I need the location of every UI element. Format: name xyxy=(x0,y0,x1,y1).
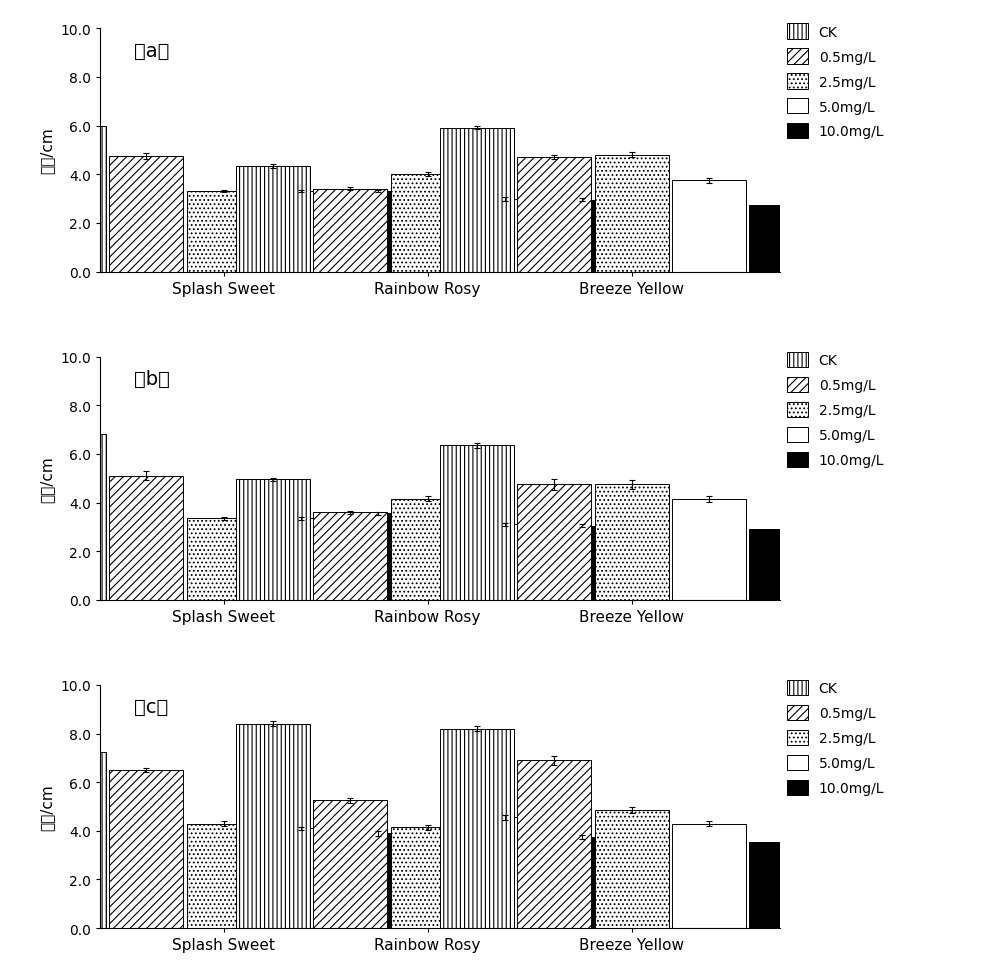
Bar xyxy=(545,837,619,928)
Bar xyxy=(468,818,542,928)
Bar xyxy=(341,192,415,273)
Bar xyxy=(440,729,514,928)
Text: （b）: （b） xyxy=(134,369,170,389)
Bar xyxy=(264,828,338,928)
Y-axis label: 根长/cm: 根长/cm xyxy=(40,127,55,174)
Bar xyxy=(672,824,746,928)
Bar xyxy=(313,513,387,600)
Bar xyxy=(517,760,591,928)
Bar xyxy=(391,828,465,928)
Bar xyxy=(264,519,338,600)
Text: （c）: （c） xyxy=(134,698,168,716)
Bar xyxy=(187,192,261,273)
Bar xyxy=(32,435,106,600)
Bar xyxy=(341,833,415,928)
Bar xyxy=(236,480,310,600)
Bar xyxy=(672,499,746,600)
Bar xyxy=(517,485,591,600)
Bar xyxy=(595,810,669,928)
Bar xyxy=(749,205,823,273)
Bar xyxy=(545,526,619,600)
Bar xyxy=(440,446,514,600)
Bar xyxy=(468,199,542,273)
Bar xyxy=(313,800,387,928)
Bar xyxy=(187,824,261,928)
Bar xyxy=(187,519,261,600)
Bar xyxy=(391,499,465,600)
Bar xyxy=(595,155,669,273)
Bar xyxy=(109,477,183,600)
Bar xyxy=(545,200,619,273)
Legend: CK, 0.5mg/L, 2.5mg/L, 5.0mg/L, 10.0mg/L: CK, 0.5mg/L, 2.5mg/L, 5.0mg/L, 10.0mg/L xyxy=(787,680,884,795)
Bar xyxy=(749,842,823,928)
Legend: CK, 0.5mg/L, 2.5mg/L, 5.0mg/L, 10.0mg/L: CK, 0.5mg/L, 2.5mg/L, 5.0mg/L, 10.0mg/L xyxy=(787,24,884,140)
Bar xyxy=(264,192,338,273)
Text: （a）: （a） xyxy=(134,41,169,61)
Y-axis label: 根长/cm: 根长/cm xyxy=(40,784,55,830)
Bar xyxy=(672,181,746,273)
Bar xyxy=(517,157,591,273)
Bar xyxy=(109,770,183,928)
Bar xyxy=(440,128,514,273)
Bar xyxy=(468,525,542,600)
Bar xyxy=(313,190,387,273)
Bar xyxy=(32,752,106,928)
Bar xyxy=(109,157,183,273)
Bar xyxy=(236,166,310,273)
Bar xyxy=(391,175,465,273)
Bar xyxy=(341,514,415,600)
Y-axis label: 根长/cm: 根长/cm xyxy=(40,455,55,502)
Bar xyxy=(749,530,823,600)
Legend: CK, 0.5mg/L, 2.5mg/L, 5.0mg/L, 10.0mg/L: CK, 0.5mg/L, 2.5mg/L, 5.0mg/L, 10.0mg/L xyxy=(787,353,884,467)
Bar xyxy=(32,126,106,273)
Bar xyxy=(236,724,310,928)
Bar xyxy=(595,485,669,600)
